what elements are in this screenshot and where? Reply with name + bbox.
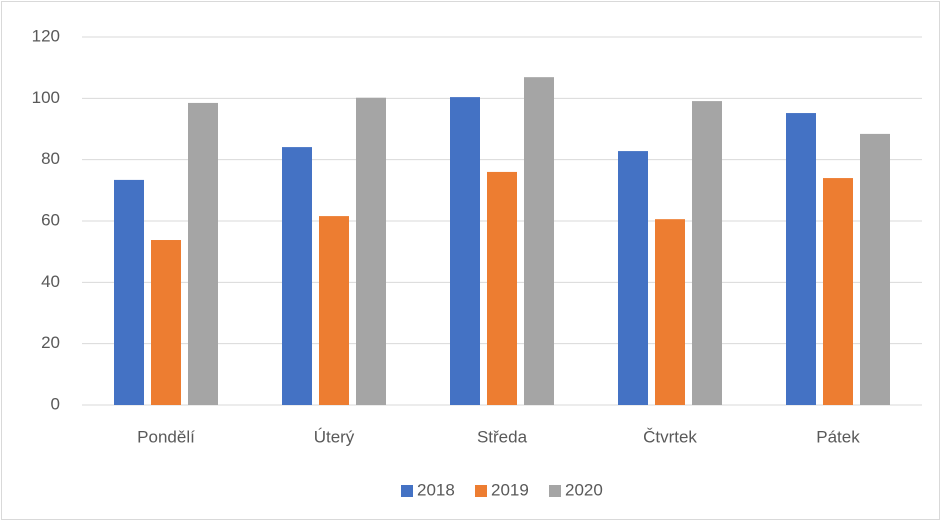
y-tick-label: 20 (41, 333, 60, 352)
bar (655, 219, 685, 405)
bar (114, 179, 144, 405)
legend-label: 2018 (417, 480, 455, 499)
bar (692, 101, 722, 406)
bar (151, 240, 181, 405)
x-tick-label: Pondělí (137, 427, 195, 446)
legend-swatch (549, 485, 561, 497)
bar (524, 77, 554, 405)
bar (319, 216, 349, 405)
bar (282, 147, 312, 406)
bar (786, 113, 816, 405)
legend-swatch (475, 485, 487, 497)
bar (860, 133, 890, 405)
legend-label: 2019 (491, 480, 529, 499)
bar (487, 171, 517, 405)
bar (823, 178, 853, 405)
y-tick-label: 100 (32, 88, 60, 107)
y-tick-label: 120 (32, 26, 60, 45)
bar (618, 151, 648, 405)
x-tick-label: Středa (477, 427, 528, 446)
x-tick-label: Úterý (314, 427, 355, 446)
bar (356, 97, 386, 405)
y-tick-label: 40 (41, 272, 60, 291)
y-tick-label: 80 (41, 149, 60, 168)
x-tick-label: Čtvrtek (643, 427, 697, 446)
legend-swatch (401, 485, 413, 497)
bar (188, 102, 218, 405)
x-tick-label: Pátek (816, 427, 860, 446)
bar (450, 97, 480, 406)
legend-label: 2020 (565, 480, 603, 499)
y-tick-label: 60 (41, 210, 60, 229)
y-tick-label: 0 (51, 394, 60, 413)
